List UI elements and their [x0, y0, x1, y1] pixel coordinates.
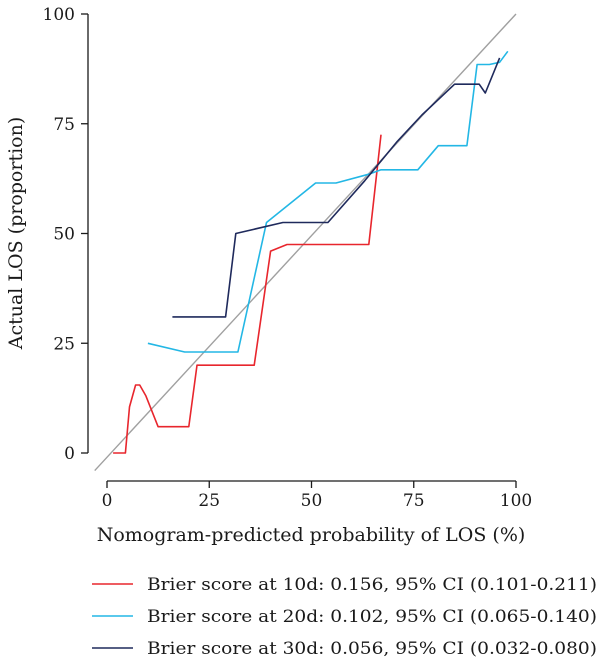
ticks: 0 25 50 75 100 0 25 50 75 100	[43, 5, 533, 511]
legend-label: Brier score at 20d: 0.102, 95% CI (0.065…	[147, 607, 597, 627]
x-tick-label: 25	[198, 491, 220, 511]
series-line-3	[172, 57, 501, 318]
y-axis-label: Actual LOS (proportion)	[5, 117, 27, 351]
reference-diagonal-line	[94, 13, 517, 472]
legend-item: Brier score at 20d: 0.102, 95% CI (0.065…	[92, 607, 597, 627]
series-line-1	[113, 134, 382, 454]
legend: Brier score at 10d: 0.156, 95% CI (0.101…	[92, 575, 597, 659]
legend-item: Brier score at 10d: 0.156, 95% CI (0.101…	[92, 575, 597, 595]
x-tick-label: 100	[500, 491, 532, 511]
y-tick-label: 0	[64, 444, 75, 464]
y-tick-label: 25	[53, 334, 75, 354]
legend-label: Brier score at 10d: 0.156, 95% CI (0.101…	[147, 575, 597, 595]
x-tick-label: 75	[403, 491, 425, 511]
y-tick-label: 50	[53, 225, 75, 245]
y-tick-label: 100	[43, 5, 75, 25]
x-axis-label: Nomogram-predicted probability of LOS (%…	[97, 524, 526, 546]
x-tick-label: 0	[102, 491, 113, 511]
legend-item: Brier score at 30d: 0.056, 95% CI (0.032…	[92, 639, 597, 659]
legend-label: Brier score at 30d: 0.056, 95% CI (0.032…	[147, 639, 597, 659]
series-group	[113, 50, 509, 454]
x-tick-label: 50	[301, 491, 323, 511]
y-tick-label: 75	[53, 115, 75, 135]
series-line-2	[147, 50, 509, 353]
